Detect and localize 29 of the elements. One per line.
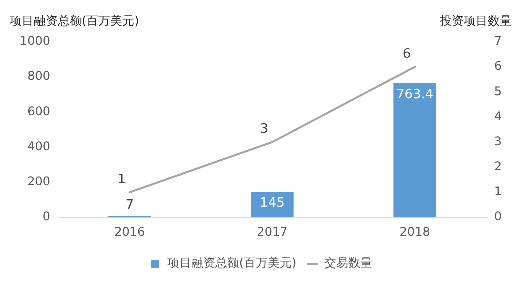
- y-tick-label: 400: [28, 139, 51, 154]
- y2-tick-label: 7: [494, 34, 502, 48]
- legend-label: 项目融资总额(百万美元): [167, 256, 297, 270]
- y2-tick-label: 2: [494, 160, 502, 174]
- x-tick-label: 2018: [400, 224, 430, 239]
- y-tick-label: 1000: [20, 34, 51, 48]
- bar: [251, 192, 294, 218]
- y-tick-label: 0: [42, 210, 51, 224]
- data-label: 6: [402, 46, 412, 62]
- legend-label: 交易数量: [324, 256, 373, 270]
- y2-tick-label: 1: [494, 184, 502, 199]
- y-tick-label: 800: [28, 69, 51, 84]
- y2-tick-label: 5: [494, 84, 502, 98]
- x-tick-label: 2016: [114, 224, 146, 239]
- y2-tick-label: 0: [494, 210, 502, 224]
- x-tick-label: 2017: [257, 224, 288, 239]
- y-axis-title: 项目融资总额(百万美元): [10, 14, 140, 28]
- data-label: 7: [126, 198, 134, 214]
- bar: [394, 84, 436, 218]
- y-tick-label: 600: [28, 104, 51, 118]
- y2-tick-label: 4: [494, 109, 502, 124]
- y-tick-label: 200: [28, 174, 51, 189]
- data-label: 763.4: [396, 87, 434, 102]
- y2-axis-title: 投资项目数量: [439, 14, 512, 28]
- data-label: 145: [260, 196, 285, 212]
- y2-tick-label: 6: [494, 59, 502, 74]
- data-label: 3: [260, 122, 269, 138]
- y2-tick-label: 3: [494, 134, 502, 148]
- data-label: 1: [118, 172, 126, 188]
